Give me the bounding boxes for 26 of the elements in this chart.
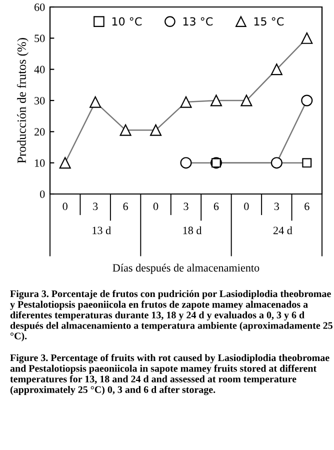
y-tick-label: 60 — [34, 3, 45, 11]
text: Figura 3. Porcentaje de frutos con pudrición por Lasiodiplodia theobromae y Pestalotiopsis paeoniicola en frutos de zapote mamey almacenados a diferentes temperaturas durante 13, 18 y 24 d y evaluados a 0, 3 y 6 d después del almacenamiento a temperatura ambiente (aproximadamente 25 °C). — [10, 290, 332, 342]
y-tick-label: 20 — [34, 128, 45, 136]
legend-label: 15 °C — [254, 17, 284, 26]
x-axis-title: Días después de almacenamiento — [112, 264, 260, 274]
x-tick-label: 0 — [244, 202, 249, 210]
legend-label: 13 °C — [183, 17, 213, 26]
y-tick-label: 10 — [35, 159, 45, 167]
text: 24 d — [273, 226, 292, 234]
x-tick-label: 3 — [274, 202, 280, 210]
x-tick-label: 3 — [93, 202, 98, 210]
y-tick-label: 0 — [40, 190, 45, 198]
y-tick-label: 30 — [34, 96, 45, 104]
text: 13 d — [92, 226, 111, 234]
x-tick-label: 0 — [62, 202, 68, 210]
x-tick-label: 0 — [153, 202, 158, 210]
y-axis-title: Producción de frutos (%) — [17, 38, 28, 164]
text: 18 d — [183, 226, 202, 234]
y-tick-label: 40 — [34, 66, 45, 74]
x-tick-label: 3 — [184, 202, 188, 210]
x-tick-label: 6 — [304, 202, 310, 210]
caption: Figure 3. Percentage of fruits with rot caused by Lasiodiplodia theobromae and Pestalotiopsis paeoniicola in sapote mamey fruits stored at different temperatures for 13, 18 and 24 d and assessed at room temperature (approximately 25 °C) 0, 3 and 6 d after storage. — [10, 354, 330, 396]
y-tick-label: 50 — [34, 34, 45, 42]
x-tick-label: 6 — [214, 202, 219, 210]
x-tick-label: 6 — [123, 202, 128, 210]
legend-label: 10 °C — [112, 17, 142, 26]
